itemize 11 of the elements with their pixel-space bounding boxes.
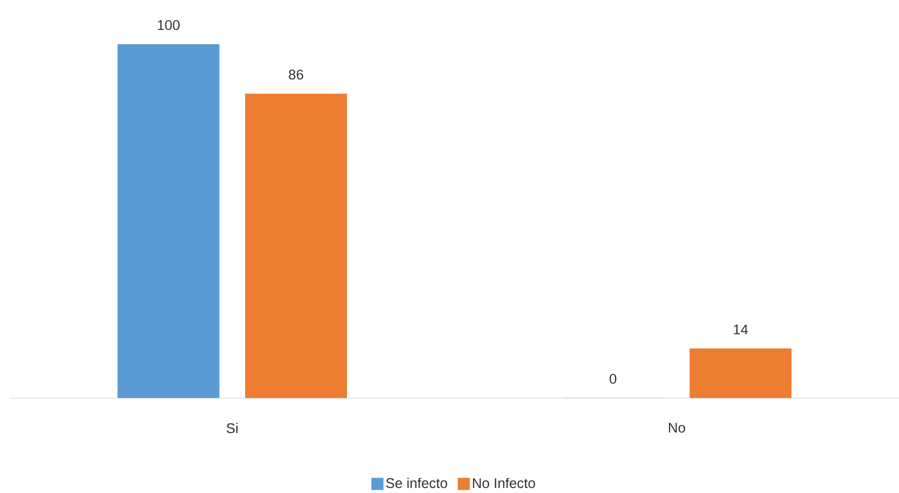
bar	[690, 348, 792, 398]
data-label: 100	[158, 20, 180, 30]
data-label: 86	[288, 70, 304, 80]
data-label: 0	[610, 374, 616, 384]
x-tick-label: No	[668, 422, 686, 433]
bar	[118, 44, 220, 398]
legend-label: Se infecto	[386, 478, 448, 488]
data-label: 14	[734, 324, 748, 334]
x-tick-label: Si	[226, 422, 238, 434]
bar	[245, 94, 347, 398]
legend-label: No Infecto	[472, 478, 536, 488]
